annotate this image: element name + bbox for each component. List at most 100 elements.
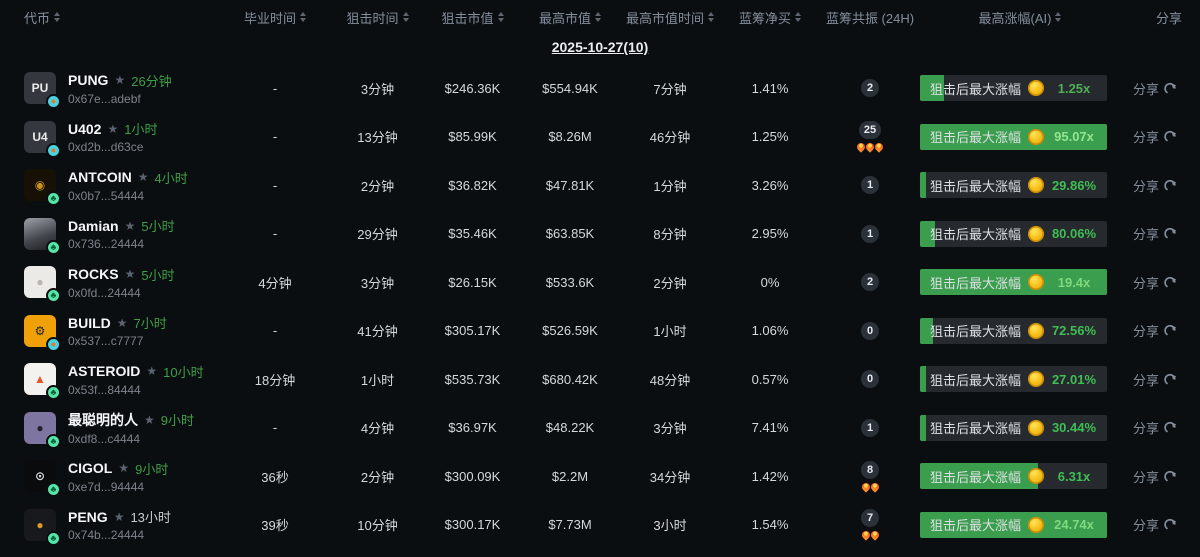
max-gain-label: 狙击后最大涨幅 (930, 421, 1022, 437)
max-gain-cell: 狙击后最大涨幅 27.01% (920, 366, 1120, 393)
token-name: Damian (68, 217, 119, 234)
share-button[interactable]: 分享 (1120, 127, 1200, 146)
share-icon (1164, 422, 1177, 433)
token-avatar[interactable]: ● ♣ (24, 411, 61, 449)
bluechip-net-buy-cell: 1.41% (751, 80, 789, 96)
snipe-time-cell: 10分钟 (357, 518, 398, 534)
table-row[interactable]: ● ♣ ROCKS ★ 5小时 0x0fd...24444 4分钟 3分钟 $2… (0, 258, 1200, 307)
max-gain-bar-fill (920, 366, 926, 393)
star-icon[interactable]: ★ (107, 121, 119, 136)
token-avatar[interactable]: ▲ ♣ (24, 363, 61, 401)
star-icon[interactable]: ★ (124, 218, 136, 233)
max-gain-value: 95.07x (1054, 129, 1094, 145)
table-row[interactable]: ◉ ♣ ANTCOIN ★ 4小时 0x0b7...54444 - 2分钟 $3… (0, 161, 1200, 210)
table-row[interactable]: ⊙ ♣ CIGOL ★ 9小时 0xe7d...94444 36秒 2分钟 $3… (0, 452, 1200, 501)
token-avatar[interactable]: ⊙ ♣ (24, 460, 61, 498)
share-button[interactable]: 分享 (1120, 370, 1200, 389)
high-mcap-cell: $680.42K (542, 371, 598, 387)
share-button[interactable]: 分享 (1120, 224, 1200, 243)
sort-icon (54, 12, 61, 22)
star-icon[interactable]: ★ (114, 73, 126, 88)
table-row[interactable]: U4 ● U402 ★ 1小时 0xd2b...d63ce - 13分钟 $85… (0, 113, 1200, 162)
platform-badge-icon: ♣ (46, 530, 61, 546)
token-avatar[interactable]: ◉ ♣ (24, 169, 61, 207)
star-icon[interactable]: ★ (118, 461, 130, 476)
max-gain-bar: 狙击后最大涨幅 6.31x (920, 463, 1107, 490)
share-button[interactable]: 分享 (1120, 467, 1200, 486)
max-gain-value: 1.25x (1057, 80, 1091, 96)
star-icon[interactable]: ★ (144, 412, 155, 427)
share-button[interactable]: 分享 (1120, 176, 1200, 195)
max-gain-bar: 狙击后最大涨幅 30.44% (920, 414, 1107, 441)
col-header-graduation-time[interactable]: 毕业时间 (220, 8, 330, 27)
star-icon[interactable]: ★ (116, 315, 128, 330)
table-row[interactable]: ♣ Damian ★ 5小时 0x736...24444 - 29分钟 $35.… (0, 210, 1200, 259)
table-header: 代币 毕业时间 狙击时间 狙击市值 最高市值 最高市值时间 蓝筹净买 蓝筹共振 … (0, 0, 1200, 30)
token-avatar[interactable]: PU ● (24, 72, 61, 110)
share-button[interactable]: 分享 (1120, 515, 1200, 534)
max-gain-value: 72.56% (1051, 323, 1097, 339)
table-body: PU ● PUNG ★ 26分钟 0x67e...adebf - 3分钟 $24… (0, 64, 1200, 549)
col-header-high-mcap[interactable]: 最高市值 (520, 8, 620, 27)
bluechip-resonance-cell: 1 (820, 418, 920, 437)
col-header-max-gain[interactable]: 最高涨幅(AI) (920, 8, 1120, 27)
table-row[interactable]: PU ● PUNG ★ 26分钟 0x67e...adebf - 3分钟 $24… (0, 64, 1200, 113)
share-icon (1164, 131, 1177, 142)
max-gain-bar-fill (920, 511, 1107, 538)
col-header-token[interactable]: 代币 (0, 8, 220, 27)
col-header-snipe-mcap[interactable]: 狙击市值 (425, 8, 520, 27)
platform-badge-icon: ♣ (46, 433, 61, 449)
share-icon (1164, 276, 1177, 288)
max-gain-cell: 狙击后最大涨幅 6.31x (920, 463, 1120, 490)
token-age: 26分钟 (131, 73, 172, 89)
snipe-mcap-cell: $36.97K (448, 420, 497, 436)
coin-icon (1028, 225, 1045, 242)
token-address: 0x537...c7777 (68, 334, 144, 349)
max-gain-bar-fill (920, 317, 934, 344)
star-icon[interactable]: ★ (124, 267, 136, 282)
col-header-snipe-time[interactable]: 狙击时间 (330, 8, 425, 27)
star-icon[interactable]: ★ (137, 170, 149, 185)
share-button[interactable]: 分享 (1120, 79, 1200, 98)
token-avatar[interactable]: ● ♣ (24, 508, 61, 546)
star-icon[interactable]: ★ (113, 509, 125, 524)
token-avatar[interactable]: ⚙ ● (24, 314, 61, 352)
max-gain-bar-fill (920, 414, 926, 441)
high-mcap-cell: $47.81K (545, 177, 595, 193)
table-row[interactable]: ⚙ ● BUILD ★ 7小时 0x537...c7777 - 41分钟 $30… (0, 307, 1200, 356)
col-header-bluechip-net-buy[interactable]: 蓝筹净买 (720, 8, 820, 27)
share-button[interactable]: 分享 (1120, 273, 1200, 292)
share-button[interactable]: 分享 (1120, 418, 1200, 437)
col-header-max-gain-label: 最高涨幅(AI) (978, 10, 1052, 26)
share-button[interactable]: 分享 (1120, 321, 1200, 340)
table-row[interactable]: ▲ ♣ ASTEROID ★ 10小时 0x53f...84444 18分钟 1… (0, 355, 1200, 404)
token-name: ANTCOIN (68, 169, 132, 186)
token-info: ASTEROID ★ 10小时 0x53f...84444 (68, 362, 204, 397)
graduation-time-cell: - (272, 226, 278, 242)
star-icon[interactable]: ★ (146, 364, 158, 379)
share-button-label: 分享 (1132, 421, 1159, 437)
snipe-time-cell: 3分钟 (360, 275, 395, 291)
col-header-high-mcap-time[interactable]: 最高市值时间 (620, 8, 720, 27)
platform-badge-icon: ♣ (46, 385, 61, 401)
token-address: 0x736...24444 (68, 237, 145, 252)
token-name: PUNG (68, 72, 109, 89)
snipe-mcap-cell: $26.15K (448, 274, 497, 290)
max-gain-bar: 狙击后最大涨幅 95.07x (920, 123, 1107, 150)
token-age: 5小时 (141, 267, 175, 283)
table-row[interactable]: ● ♣ PENG ★ 13小时 0x74b...24444 39秒 10分钟 $… (0, 501, 1200, 550)
date-group-link[interactable]: 2025-10-27(10) (551, 39, 649, 55)
coin-icon (1028, 516, 1045, 533)
fire-icon (873, 141, 885, 153)
max-gain-label: 狙击后最大涨幅 (930, 275, 1022, 291)
bluechip-resonance-cell: 0 (820, 370, 920, 389)
max-gain-bar-fill (920, 75, 945, 102)
max-gain-value: 29.86% (1051, 177, 1097, 193)
token-avatar[interactable]: ● ♣ (24, 266, 61, 304)
table-row[interactable]: ● ♣ 最聪明的人 ★ 9小时 0xdf8...c4444 - 4分钟 $36.… (0, 404, 1200, 453)
token-cell: ● ♣ PENG ★ 13小时 0x74b...24444 (0, 507, 220, 546)
graduation-time-cell: 36秒 (261, 469, 289, 485)
token-avatar[interactable]: U4 ● (24, 120, 61, 158)
token-avatar[interactable]: ♣ (24, 217, 61, 255)
token-avatar-image: ● (24, 411, 56, 444)
